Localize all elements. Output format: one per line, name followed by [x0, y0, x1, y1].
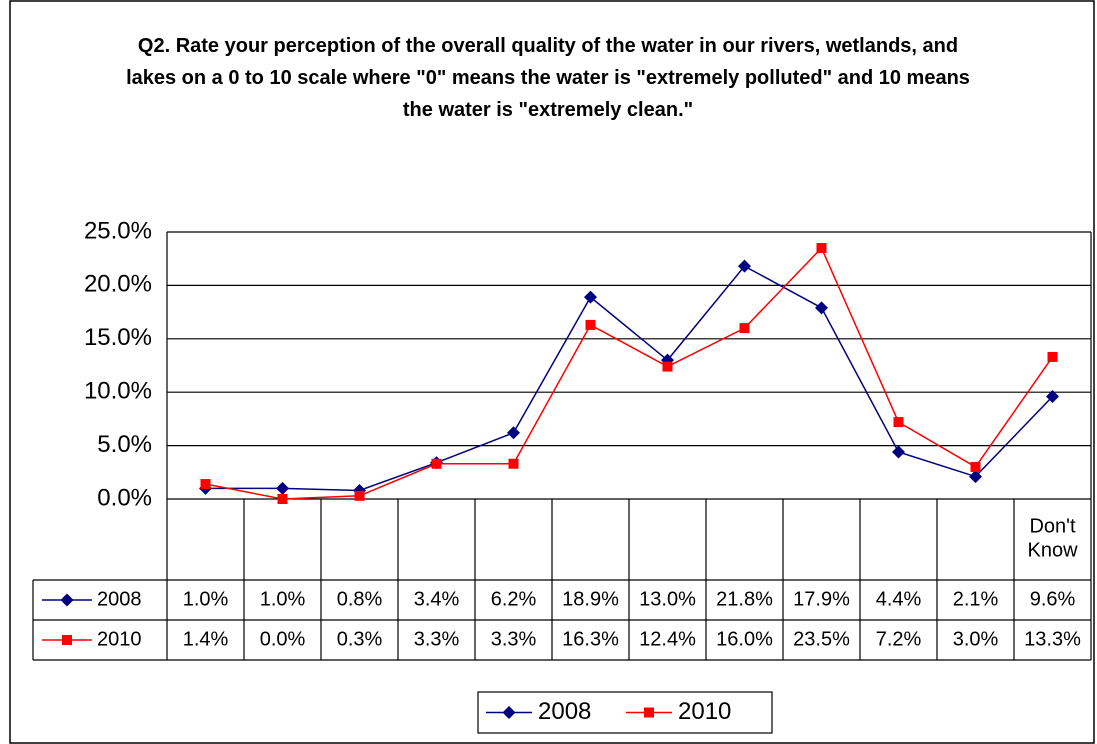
table-value: 7.2% — [876, 628, 922, 650]
point — [508, 458, 519, 469]
table-value: 4.4% — [876, 588, 922, 610]
chart-border — [9, 0, 1095, 744]
table-value: 0.8% — [337, 588, 383, 610]
point — [502, 706, 516, 719]
point — [969, 470, 982, 484]
point — [60, 593, 74, 607]
point — [644, 707, 654, 718]
table-value: 13.0% — [639, 588, 696, 610]
series-line — [205, 265, 1054, 492]
point — [585, 319, 596, 330]
y-tick-label: 15.0% — [84, 324, 152, 351]
table-value: 6.2% — [491, 588, 537, 610]
y-tick-label: 20.0% — [84, 271, 152, 298]
table-value: 17.9% — [793, 588, 850, 610]
table-value: 16.0% — [716, 628, 773, 650]
point — [816, 243, 827, 254]
legend-label: 2008 — [538, 698, 591, 725]
table-value: 0.0% — [260, 628, 306, 650]
y-tick-label: 5.0% — [97, 431, 152, 458]
point — [507, 426, 520, 440]
point — [662, 361, 673, 372]
table-value: 12.4% — [639, 628, 696, 650]
point — [62, 635, 72, 645]
x-tick-label: Don't Know — [1027, 516, 1078, 562]
table-value: 16.3% — [562, 628, 619, 650]
y-tick-label: 10.0% — [84, 378, 152, 405]
table-value: 3.0% — [953, 628, 999, 650]
table-value: 13.3% — [1024, 628, 1081, 650]
x-tick-label-line: Know — [1027, 540, 1078, 562]
y-tick-label: 0.0% — [97, 484, 152, 511]
table-value: 1.4% — [183, 628, 229, 650]
table-value: 3.3% — [414, 628, 460, 650]
table-value: 23.5% — [793, 628, 850, 650]
table-value: 3.3% — [491, 628, 537, 650]
table-value: 21.8% — [716, 588, 773, 610]
legend-label: 2010 — [678, 698, 731, 725]
table-value: 0.3% — [337, 628, 383, 650]
y-tick-label: 25.0% — [84, 217, 152, 244]
chart-title: Q2. Rate your perception of the overall … — [126, 35, 970, 121]
point — [1046, 389, 1059, 403]
series-line — [205, 246, 1054, 500]
table-value: 9.6% — [1030, 588, 1076, 610]
point — [893, 417, 904, 428]
table-value: 2.1% — [953, 588, 999, 610]
table-series-name: 2010 — [97, 628, 142, 650]
point — [584, 290, 597, 304]
point — [739, 323, 750, 334]
point — [815, 301, 828, 315]
point — [200, 479, 211, 490]
table-value: 18.9% — [562, 588, 619, 610]
table-value: 1.0% — [183, 588, 229, 610]
point — [277, 494, 288, 504]
point — [431, 458, 442, 469]
point — [970, 461, 981, 472]
table-series-name: 2008 — [97, 588, 142, 610]
point — [354, 490, 365, 501]
point — [276, 481, 289, 495]
point — [1047, 351, 1058, 362]
point — [892, 445, 905, 459]
x-tick-label-line: Don't — [1029, 516, 1076, 538]
point — [738, 259, 751, 273]
table-value: 1.0% — [260, 588, 306, 610]
table-value: 3.4% — [414, 588, 460, 610]
